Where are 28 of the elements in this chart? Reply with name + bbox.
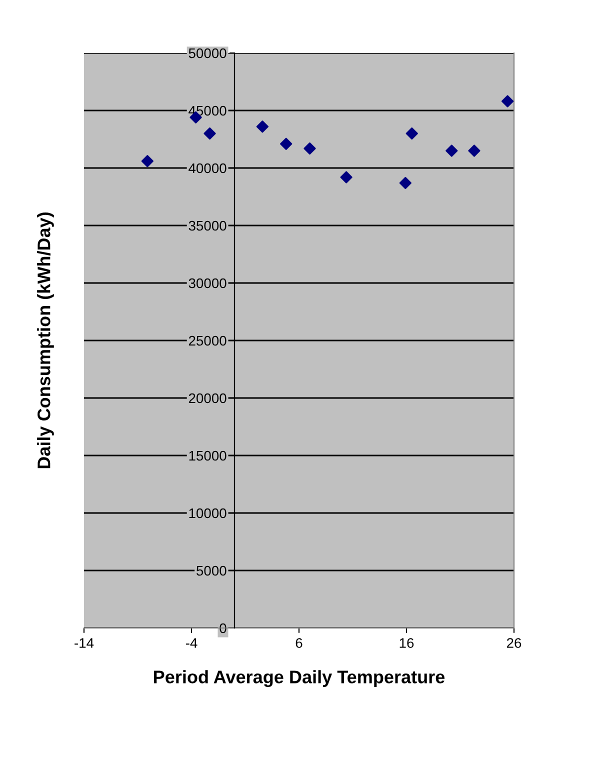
y-axis-title: Daily Consumption (kWh/Day): [37, 212, 54, 468]
x-tick-label: -4: [186, 638, 198, 648]
x-tick-label: 26: [506, 638, 522, 648]
x-axis-title: Period Average Daily Temperature: [154, 670, 445, 688]
y-tick-label: 10000: [189, 508, 226, 518]
y-tick-label: 20000: [188, 393, 226, 404]
y-tick-label: 15000: [189, 450, 226, 461]
x-tick-label: -14: [74, 638, 94, 648]
point: [406, 127, 418, 140]
point: [204, 127, 216, 140]
y-tick-label: 35000: [188, 220, 226, 231]
point: [340, 171, 352, 184]
y-tick-label: 40000: [188, 163, 226, 174]
point: [399, 176, 412, 190]
point: [280, 138, 292, 150]
point: [501, 95, 514, 108]
x-tick-label: 16: [400, 638, 414, 648]
point: [446, 144, 458, 157]
y-tick-label: 50000: [188, 48, 226, 58]
y-tick-label: 25000: [188, 336, 226, 346]
point: [468, 144, 480, 157]
y-tick-label: 45000: [188, 106, 226, 116]
y-tick-label: 30000: [188, 278, 226, 288]
point: [304, 142, 316, 155]
x-tick-label: 6: [296, 638, 302, 648]
point: [141, 155, 154, 168]
point: [256, 120, 269, 133]
y-tick-label: 5000: [196, 566, 226, 576]
